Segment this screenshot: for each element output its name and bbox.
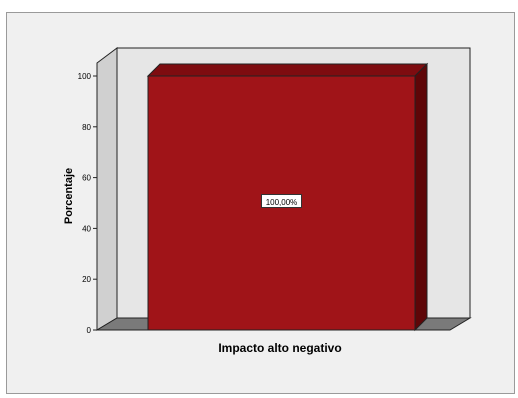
bar-top-face bbox=[146, 63, 429, 77]
chart-side-wall bbox=[96, 47, 118, 331]
y-tick-label: 0 bbox=[87, 326, 92, 335]
bars-group: 100,00% bbox=[146, 62, 429, 332]
x-category-label: Impacto alto negativo bbox=[218, 341, 341, 355]
y-tick-label: 40 bbox=[82, 224, 91, 233]
y-axis-label: Porcentaje bbox=[63, 168, 75, 224]
y-tick-label: 60 bbox=[82, 174, 91, 183]
y-tick-label: 20 bbox=[82, 275, 91, 284]
data-label: 100,00% bbox=[266, 198, 298, 207]
y-tick-label: 100 bbox=[78, 72, 92, 81]
data-label-box bbox=[261, 194, 302, 208]
bar-side-face bbox=[414, 62, 428, 332]
y-axis-ticks: 0 20 40 60 80 100 bbox=[78, 72, 97, 335]
y-tick-label: 80 bbox=[82, 123, 91, 132]
